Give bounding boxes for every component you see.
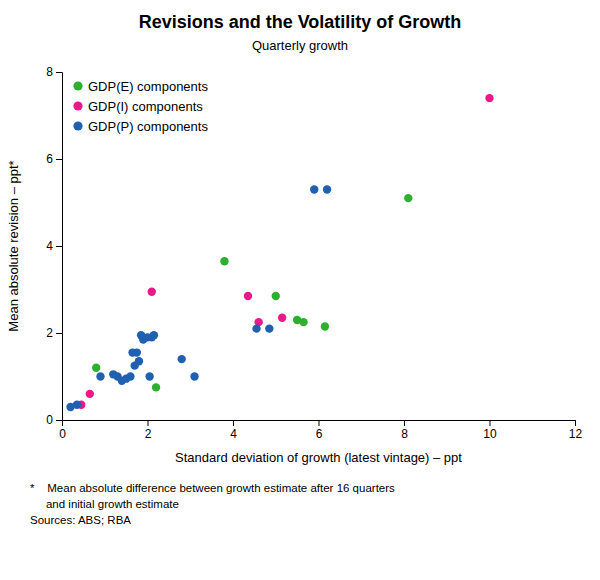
point xyxy=(96,372,104,380)
tick: 10 xyxy=(483,420,497,441)
x-axis-title: Standard deviation of growth (latest vin… xyxy=(175,450,462,465)
tick-label: 2 xyxy=(145,427,152,441)
point xyxy=(310,185,318,193)
tick-mark xyxy=(56,159,62,160)
tick: 0 xyxy=(59,420,66,441)
point xyxy=(150,331,158,339)
point xyxy=(252,324,260,332)
point xyxy=(278,314,286,322)
tick-label: 6 xyxy=(316,427,323,441)
legend-label: GDP(I) components xyxy=(88,99,203,114)
tick-mark xyxy=(490,420,491,426)
point xyxy=(145,372,153,380)
point xyxy=(321,322,329,330)
legend: GDP(E) components GDP(I) components GDP(P)… xyxy=(73,79,208,134)
point xyxy=(73,401,81,409)
tick-label: 6 xyxy=(46,152,53,166)
tick: 2 xyxy=(145,420,152,441)
x-axis: 0 2 4 6 8 10 12 xyxy=(59,420,582,441)
legend-label: GDP(E) components xyxy=(88,79,208,94)
point xyxy=(299,318,307,326)
tick: 0 xyxy=(46,413,62,427)
tick-label: 4 xyxy=(46,239,53,253)
point xyxy=(135,357,143,365)
point xyxy=(178,355,186,363)
tick: 4 xyxy=(230,420,237,441)
point xyxy=(86,390,94,398)
tick-mark xyxy=(56,333,62,334)
y-axis: 0 2 4 6 8 xyxy=(46,65,62,427)
point xyxy=(272,292,280,300)
title: Revisions and the Volatility of Growth xyxy=(139,12,462,32)
legend-swatch xyxy=(73,121,82,130)
tick-label: 0 xyxy=(59,427,66,441)
point xyxy=(148,287,156,295)
point xyxy=(133,348,141,356)
point xyxy=(190,372,198,380)
footnote: * Mean absolute difference between growt… xyxy=(30,482,395,494)
axis-line xyxy=(63,421,576,427)
point xyxy=(265,324,273,332)
tick-label: 10 xyxy=(483,427,497,441)
footnote: Sources: ABS; RBA xyxy=(30,514,131,526)
tick-mark xyxy=(56,420,62,421)
plot: 0 2 4 6 8 10 12 0 2 4 6 8 GDP(E) components GDP(I) co… xyxy=(46,65,582,440)
tick-mark xyxy=(575,420,576,426)
tick-label: 0 xyxy=(46,413,53,427)
footnote: and initial growth estimate xyxy=(30,498,179,510)
point xyxy=(220,257,228,265)
point xyxy=(92,364,100,372)
tick: 12 xyxy=(569,420,583,441)
tick-label: 8 xyxy=(401,427,408,441)
tick-mark xyxy=(56,246,62,247)
tick-label: 2 xyxy=(46,326,53,340)
tick-mark xyxy=(404,420,405,426)
point xyxy=(323,185,331,193)
subtitle: Quarterly growth xyxy=(252,38,348,53)
tick: 8 xyxy=(46,65,62,79)
legend-swatch xyxy=(73,81,82,90)
series xyxy=(92,194,412,392)
legend-item: GDP(E) components xyxy=(73,79,208,94)
tick-mark xyxy=(56,72,62,73)
tick-mark xyxy=(319,420,320,426)
point xyxy=(126,372,134,380)
series xyxy=(77,94,494,409)
tick-label: 12 xyxy=(569,427,583,441)
legend-item: GDP(I) components xyxy=(73,99,203,114)
tick-label: 8 xyxy=(46,65,53,79)
legend-item: GDP(P) components xyxy=(73,119,208,134)
tick-label: 4 xyxy=(230,427,237,441)
legend-label: GDP(P) components xyxy=(88,119,208,134)
tick: 6 xyxy=(46,152,62,166)
tick-mark xyxy=(233,420,234,426)
tick: 6 xyxy=(316,420,323,441)
legend-swatch xyxy=(73,101,82,110)
points xyxy=(66,94,493,411)
y-axis-title: Mean absolute revision – ppt* xyxy=(6,160,21,331)
tick-mark xyxy=(148,420,149,426)
point xyxy=(485,94,493,102)
point xyxy=(152,383,160,391)
chart: Revisions and the Volatility of Growth Qu… xyxy=(0,0,600,580)
axis-line xyxy=(56,73,63,421)
series xyxy=(66,185,331,411)
tick: 4 xyxy=(46,239,62,253)
tick: 8 xyxy=(401,420,408,441)
point xyxy=(244,292,252,300)
point xyxy=(404,194,412,202)
tick: 2 xyxy=(46,326,62,340)
